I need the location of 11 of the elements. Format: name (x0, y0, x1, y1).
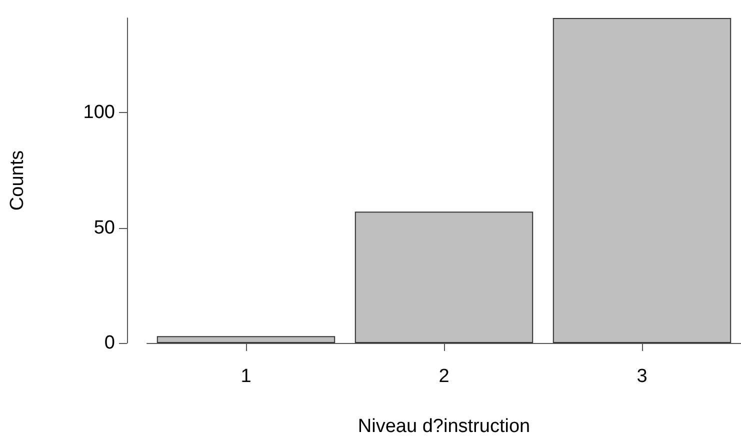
bar (552, 18, 732, 343)
x-tick-label: 1 (240, 366, 252, 387)
x-axis-title: Niveau d?instruction (358, 416, 530, 437)
y-axis-title: Counts (7, 150, 28, 211)
x-tick-label: 3 (636, 366, 648, 387)
y-tick-label: 50 (94, 217, 115, 238)
bar (156, 336, 336, 343)
bar (354, 212, 534, 343)
x-tick-label: 2 (438, 366, 450, 387)
y-tick-label: 0 (104, 332, 115, 354)
y-tick-label: 100 (83, 102, 115, 124)
